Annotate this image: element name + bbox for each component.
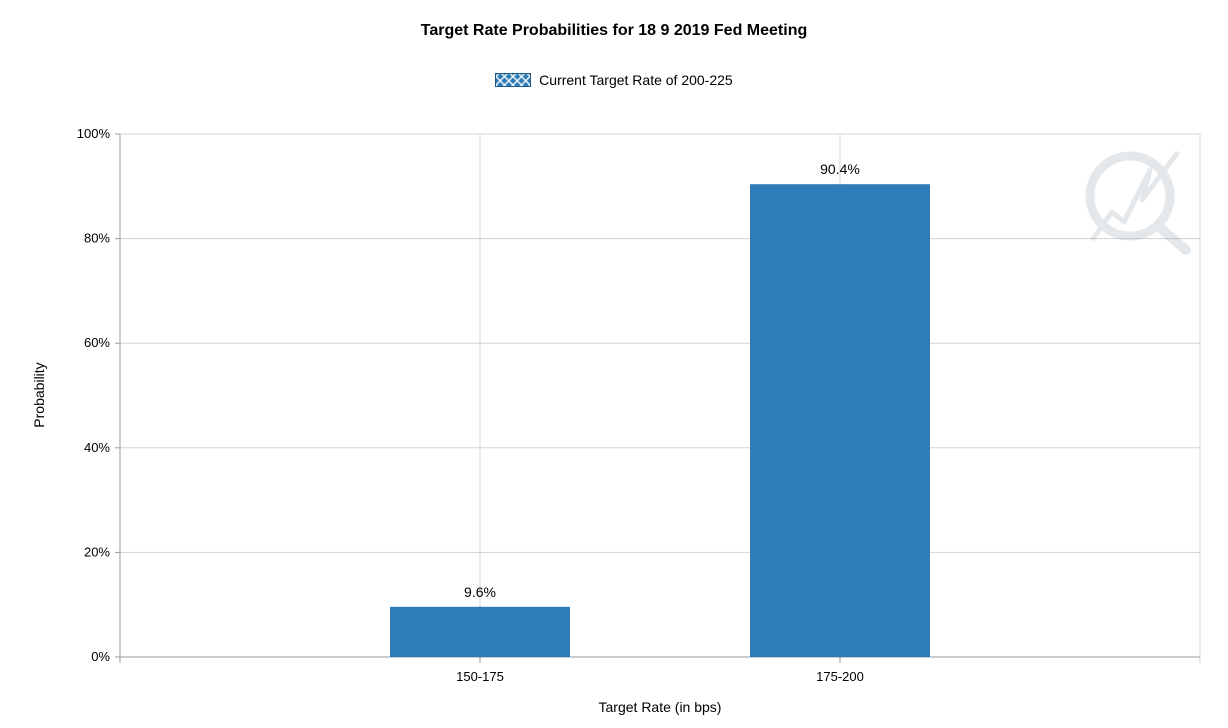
y-tick-label: 40% xyxy=(84,440,110,455)
bar-150-175 xyxy=(390,606,570,657)
y-tick-label: 20% xyxy=(84,544,110,559)
data-label-150-175: 9.6% xyxy=(464,584,496,600)
y-axis-label: Probability xyxy=(31,362,47,427)
legend: Current Target Rate of 200-225 xyxy=(0,72,1228,88)
chart-title: Target Rate Probabilities for 18 9 2019 … xyxy=(420,22,808,39)
x-tick-label: 175-200 xyxy=(816,669,864,684)
y-tick-label: 100% xyxy=(77,126,111,141)
data-label-175-200: 90.4% xyxy=(820,161,860,177)
x-axis-label: Target Rate (in bps) xyxy=(599,699,722,715)
y-tick-label: 0% xyxy=(91,649,110,664)
logo-watermark xyxy=(1085,150,1191,255)
bar-175-200 xyxy=(750,184,930,657)
axes xyxy=(115,133,1200,663)
tick-labels: 0% 20% 40% 60% 80% 100% 150-175 175-200 xyxy=(77,126,864,684)
x-tick-label: 150-175 xyxy=(456,669,504,684)
data-labels: 9.6% 90.4% xyxy=(464,161,860,600)
bars xyxy=(390,184,930,657)
legend-swatch-icon xyxy=(495,73,532,87)
y-tick-label: 60% xyxy=(84,335,110,350)
y-tick-label: 80% xyxy=(84,231,110,246)
gridlines xyxy=(120,133,1201,663)
legend-label: Current Target Rate of 200-225 xyxy=(539,72,733,88)
